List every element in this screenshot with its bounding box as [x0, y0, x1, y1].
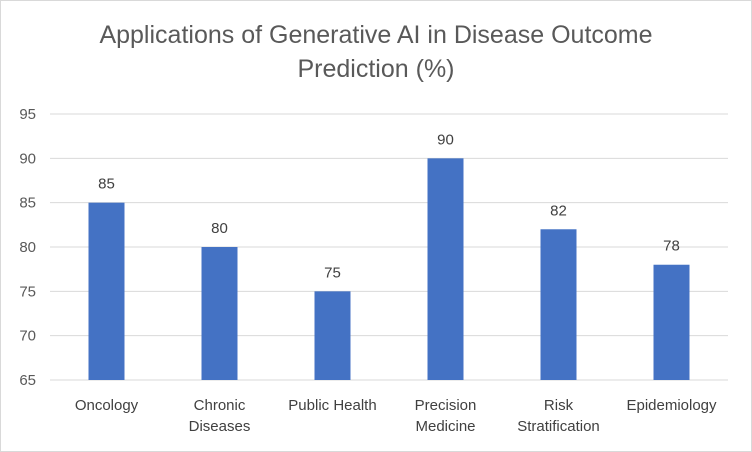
category-labels: Oncology Chronic Diseases Public Health Prec… [75, 397, 717, 435]
chart-title-line-2: Prediction (%) [297, 55, 455, 83]
y-tick-label: 65 [19, 372, 36, 389]
bar-2 [314, 291, 351, 380]
chart-title: Applications of Generative AI in Disease… [0, 18, 752, 86]
bar-1 [201, 247, 238, 380]
category-label: Risk [544, 397, 574, 414]
chart-title-line-1: Applications of Generative AI in Disease… [99, 21, 653, 49]
category-label: Epidemiology [626, 397, 717, 414]
category-label: Chronic [194, 397, 246, 414]
data-label: 75 [324, 264, 341, 281]
category-label: Diseases [189, 418, 251, 435]
y-tick-label: 75 [19, 283, 36, 300]
y-tick-label: 95 [19, 106, 36, 123]
bar-4 [540, 229, 577, 380]
data-label: 78 [663, 238, 680, 255]
bars [88, 158, 690, 380]
y-tick-label: 80 [19, 239, 36, 256]
category-label: Precision [415, 397, 477, 414]
category-label: Oncology [75, 397, 139, 414]
bar-5 [653, 264, 690, 380]
y-tick-label: 90 [19, 150, 36, 167]
category-label: Stratification [517, 418, 600, 435]
y-tick-label: 70 [19, 328, 36, 345]
data-label: 90 [437, 131, 454, 148]
bar-3 [427, 158, 464, 380]
gridlines [50, 113, 728, 381]
data-label: 80 [211, 220, 228, 237]
category-label: Public Health [288, 397, 376, 414]
data-label: 85 [98, 176, 115, 193]
y-axis-ticks: 65 70 75 80 85 90 95 [19, 106, 36, 389]
category-label: Medicine [415, 418, 475, 435]
bar-0 [88, 202, 125, 380]
y-tick-label: 85 [19, 195, 36, 212]
data-labels: 85 80 75 90 82 78 [98, 131, 680, 281]
data-label: 82 [550, 202, 567, 219]
